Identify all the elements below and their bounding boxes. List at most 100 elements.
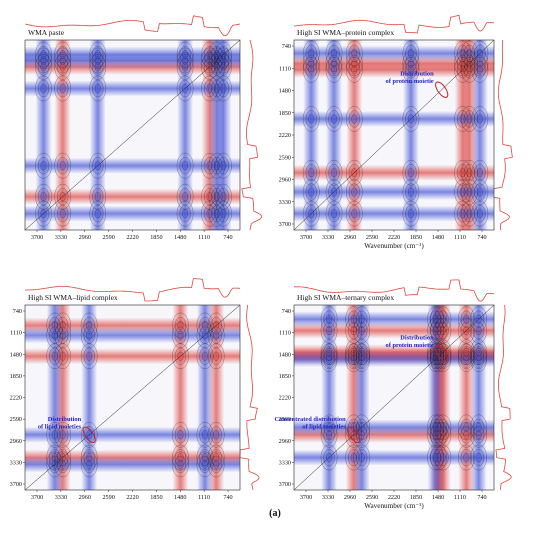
- contour-ring: [351, 49, 358, 58]
- x-tick-label: 1480: [174, 234, 186, 241]
- contour-ring: [356, 426, 368, 444]
- contour-ring: [325, 40, 343, 67]
- contour-ring: [429, 310, 442, 328]
- contour-ring: [215, 200, 232, 227]
- contour-ring: [466, 209, 473, 219]
- contour-ring: [473, 322, 485, 340]
- contour-ring: [358, 347, 365, 357]
- x-tick-label: 1480: [432, 234, 444, 241]
- contour-ring: [471, 200, 489, 227]
- contour-ring: [201, 200, 218, 227]
- contour-ring: [466, 49, 473, 58]
- contour-ring: [457, 54, 469, 72]
- contour-ring: [454, 106, 471, 132]
- contour-ring: [454, 40, 471, 67]
- contour-ring: [213, 321, 220, 330]
- contour-ring: [217, 58, 230, 76]
- contour-ring: [461, 40, 478, 67]
- y-tick-label: 3330: [279, 199, 291, 206]
- contour-ring: [348, 44, 360, 63]
- contour-ring: [459, 49, 466, 58]
- contour-ring: [220, 161, 227, 171]
- contour-ring: [474, 61, 486, 79]
- negative-band-vertical: [46, 305, 63, 490]
- contour-ring: [348, 164, 360, 182]
- contour-ring: [454, 179, 471, 205]
- contour-ring: [305, 61, 317, 79]
- contour-ring: [408, 114, 414, 124]
- x-tick-label: 740: [223, 494, 232, 501]
- contour-ring: [215, 152, 232, 179]
- contour-ring: [83, 426, 95, 444]
- x-tick-label: 2960: [79, 494, 91, 501]
- negative-band-horizontal: [25, 426, 240, 443]
- contour-ring: [408, 49, 414, 58]
- contour-ring: [402, 40, 420, 67]
- positive-band-vertical: [454, 40, 471, 230]
- contour-ring: [459, 187, 466, 197]
- contour-ring: [466, 187, 473, 197]
- contour-ring: [457, 61, 469, 79]
- contour-ring: [308, 187, 315, 197]
- x-tick-label: 740: [223, 234, 232, 241]
- contour-ring: [320, 306, 338, 333]
- contour-ring: [331, 114, 337, 124]
- contour-ring: [182, 62, 188, 72]
- contour-ring: [54, 54, 71, 80]
- x-tick-label: 2960: [344, 234, 356, 241]
- contour-ring: [475, 423, 482, 432]
- contour-ring: [326, 453, 332, 462]
- contour-ring: [174, 426, 187, 444]
- contour-ring: [470, 339, 487, 366]
- contour-ring: [46, 451, 64, 478]
- contour-ring: [460, 426, 472, 444]
- contour-ring: [471, 179, 489, 205]
- contour-ring: [37, 58, 50, 76]
- contour-ring: [408, 65, 414, 75]
- contour-ring: [454, 50, 471, 77]
- panel-2: High SI WMA–protein complex 3700 3330 2960 2…: [279, 14, 513, 250]
- contour-ring: [463, 183, 475, 201]
- contour-ring: [358, 326, 365, 335]
- contour-ring: [89, 75, 107, 102]
- contour-ring: [457, 164, 469, 182]
- x-tick-label: 2220: [388, 234, 400, 241]
- contour-ring: [437, 310, 449, 328]
- contour-ring: [475, 354, 482, 364]
- annotation-label: Concentrated distribution of lipid moieti…: [275, 416, 347, 431]
- contour-ring: [474, 183, 486, 201]
- contour-ring: [201, 152, 218, 179]
- contour-ring: [220, 50, 227, 59]
- contour-ring: [457, 44, 469, 63]
- contour-ring: [86, 460, 93, 469]
- y-tick-label: 3700: [279, 481, 291, 488]
- contour-ring: [35, 47, 52, 74]
- contour-ring: [470, 444, 487, 471]
- negative-band-horizontal: [294, 205, 494, 222]
- contour-ring: [83, 326, 95, 344]
- contour-ring: [473, 310, 485, 328]
- contour-ring: [463, 205, 475, 223]
- contour-ring: [471, 50, 489, 77]
- contour-ring: [220, 62, 227, 72]
- contour-ring: [331, 168, 337, 178]
- contour-ring: [179, 58, 191, 76]
- contour-ring: [182, 209, 188, 219]
- contour-ring: [429, 343, 442, 361]
- contour-ring: [475, 351, 482, 361]
- contour-ring: [35, 200, 52, 227]
- top-spectrum-line: [25, 278, 241, 302]
- contour-ring: [182, 161, 188, 171]
- contour-ring: [470, 414, 487, 441]
- contour-ring: [460, 322, 472, 340]
- negative-band-horizontal: [25, 456, 240, 473]
- negative-band-vertical: [35, 40, 52, 230]
- contour-ring: [402, 57, 420, 83]
- contour-ring: [302, 57, 320, 83]
- contour-ring: [220, 56, 227, 65]
- y-tick-label: 2220: [10, 395, 22, 402]
- contour-ring: [457, 183, 469, 201]
- contour-ring: [49, 448, 61, 467]
- x-axis-label: Wavenumber (cm⁻¹): [364, 242, 424, 250]
- negative-band-vertical: [81, 305, 98, 490]
